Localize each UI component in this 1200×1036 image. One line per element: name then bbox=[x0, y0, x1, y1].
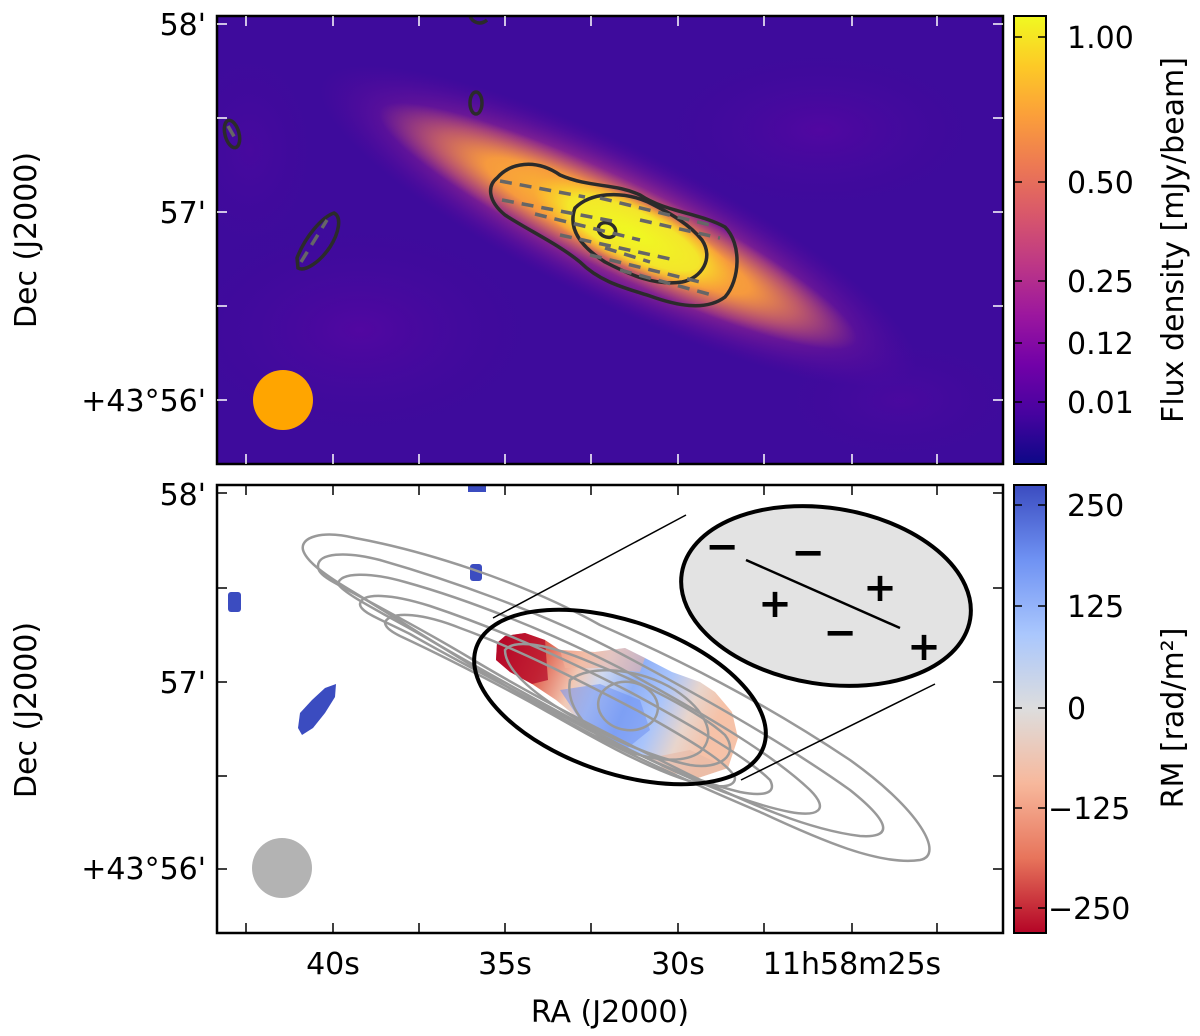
top-colorbar-label: Flux density [mJy/beam] bbox=[1156, 57, 1191, 423]
x-axis-label: RA (J2000) bbox=[531, 995, 689, 1030]
colorbar-ticklabel: 1.00 bbox=[1067, 21, 1134, 56]
colorbar-ticklabel: −125 bbox=[1048, 792, 1130, 827]
colorbar-ticklabel: −250 bbox=[1048, 892, 1130, 927]
y-ticklabel: 57' bbox=[160, 196, 206, 231]
inset-sign: − bbox=[705, 524, 739, 570]
colorbar-ticklabel: 0.25 bbox=[1067, 265, 1134, 300]
x-ticklabel: 11h58m25s bbox=[763, 947, 941, 982]
inset-sign: − bbox=[791, 530, 825, 576]
bottom-axis-ticks bbox=[217, 485, 1003, 933]
colorbar-ticklabel: 0 bbox=[1067, 692, 1086, 727]
inset-sign: + bbox=[863, 565, 897, 611]
y-ticklabel: +43°56' bbox=[81, 852, 206, 887]
top-colorbar: 1.00 0.50 0.25 0.12 0.01 Flux density [m… bbox=[1013, 15, 1191, 465]
bottom-y-axis-label: Dec (J2000) bbox=[9, 622, 44, 798]
colorbar-ticklabel: 0.12 bbox=[1067, 327, 1134, 362]
colorbar-ticklabel: 250 bbox=[1067, 489, 1124, 524]
y-ticklabel: 57' bbox=[160, 666, 206, 701]
inset-sign: + bbox=[758, 581, 792, 627]
rm-contours bbox=[301, 533, 931, 863]
top-y-axis-label: Dec (J2000) bbox=[9, 152, 44, 328]
y-ticklabel: 58' bbox=[160, 8, 206, 43]
y-ticklabel: +43°56' bbox=[81, 384, 206, 419]
inset-zoom: − − + + − + bbox=[472, 504, 973, 787]
top-axis-ticks bbox=[217, 16, 1003, 464]
beam-ellipse bbox=[253, 370, 313, 430]
rm-speck bbox=[298, 684, 336, 735]
y-ticklabel: 58' bbox=[160, 478, 206, 513]
x-ticklabel: 40s bbox=[306, 947, 360, 982]
top-y-ticklabels: 58' 57' +43°56' bbox=[81, 8, 206, 419]
x-ticklabel: 35s bbox=[478, 947, 532, 982]
flux-density-image bbox=[217, 16, 1003, 464]
colorbar-ticklabel: 125 bbox=[1067, 590, 1124, 625]
top-panel: 58' 57' +43°56' Dec (J2000) 1.00 0.50 0.… bbox=[9, 8, 1191, 466]
bottom-panel: − − + + − + 58' 57' +43°56' Dec (J2000) … bbox=[9, 478, 1191, 1030]
bottom-y-ticklabels: 58' 57' +43°56' bbox=[81, 478, 206, 887]
beam-ellipse bbox=[252, 838, 312, 898]
colorbar-ticklabel: 0.50 bbox=[1067, 166, 1134, 201]
inset-source-ellipse bbox=[472, 607, 768, 787]
inset-sign: + bbox=[907, 624, 941, 670]
colorbar-ticklabel: 0.01 bbox=[1067, 386, 1134, 421]
bottom-colorbar: 250 125 0 −125 −250 RM [rad/m²] bbox=[1013, 484, 1191, 934]
x-ticklabel: 30s bbox=[651, 947, 705, 982]
field-vectors bbox=[226, 125, 721, 297]
x-ticklabels: 40s 35s 30s 11h58m25s bbox=[306, 947, 941, 982]
bottom-colorbar-label: RM [rad/m²] bbox=[1156, 628, 1191, 809]
inset-sign: − bbox=[823, 610, 857, 656]
